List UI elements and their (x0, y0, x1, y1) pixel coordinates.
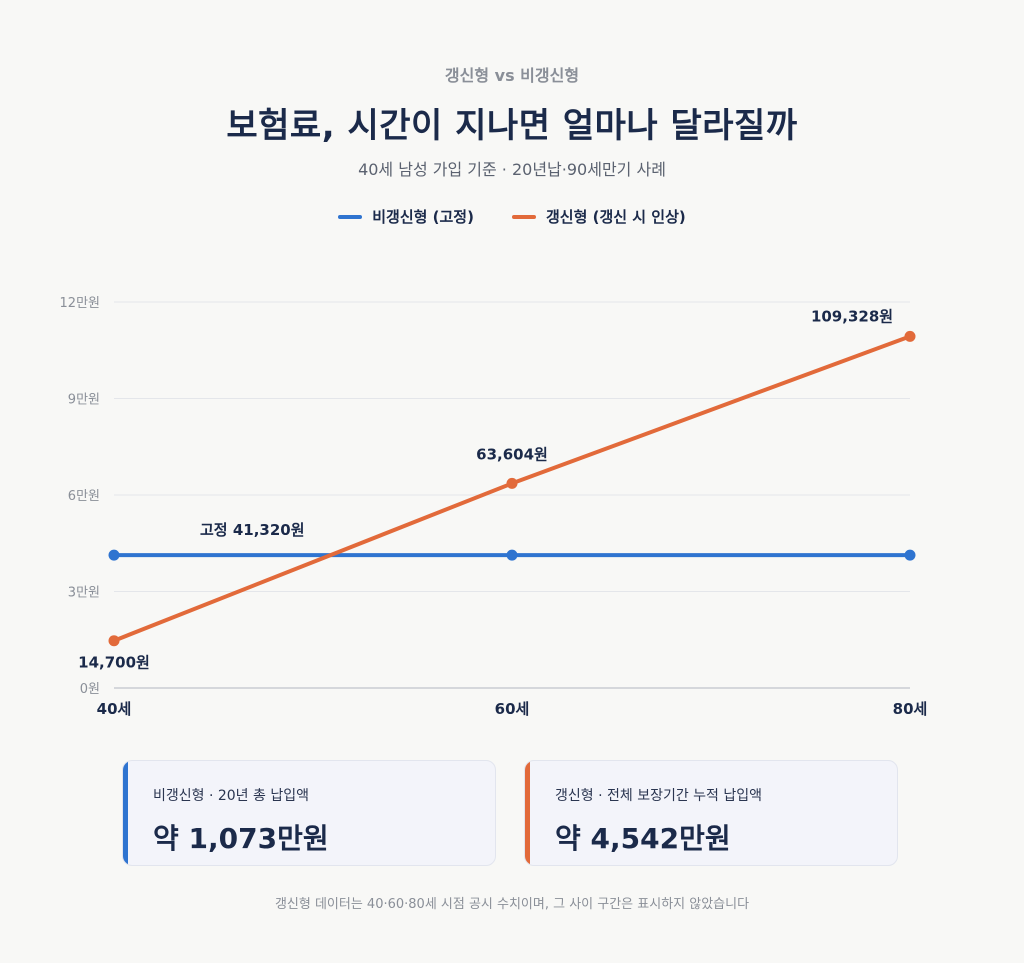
summary-card-renewal: 갱신형 · 전체 보장기간 누적 납입액 약 4,542만원 (524, 760, 898, 866)
chart-eyebrow: 갱신형 vs 비갱신형 (444, 66, 580, 85)
y-tick-label-3: 9만원 (68, 393, 100, 408)
y-tick-label-1: 3만원 (68, 586, 100, 601)
x-tick-label-1: 60세 (495, 700, 530, 718)
legend-swatch-fixed (338, 214, 363, 219)
y-tick-label-2: 6만원 (68, 489, 100, 504)
summary-card-fixed-value: 약 1,073만원 (153, 822, 329, 855)
data-point-renewal-1 (506, 477, 518, 489)
data-point-fixed-2 (904, 549, 916, 561)
x-tick-label-0: 40세 (97, 700, 132, 718)
legend-item-fixed: 비갱신형 (고정) (338, 206, 474, 227)
data-point-fixed-0 (108, 549, 120, 561)
summary-card-renewal-label: 갱신형 · 전체 보장기간 누적 납입액 (555, 788, 763, 804)
summary-card-fixed: 비갱신형 · 20년 총 납입액 약 1,073만원 (122, 760, 496, 866)
data-label-renewal-0: 14,700원 (78, 654, 150, 672)
summary-card-fixed-label: 비갱신형 · 20년 총 납입액 (153, 788, 309, 804)
line-chart: 0원 3만원 6만원 9만원 12만원 40세 60세 80세 고정 41,320원 14,700… (60, 296, 928, 718)
chart-legend: 비갱신형 (고정) 갱신형 (갱신 시 인상) (0, 206, 1024, 227)
legend-label-fixed: 비갱신형 (고정) (372, 208, 474, 226)
legend-label-renewal: 갱신형 (갱신 시 인상) (545, 208, 686, 226)
x-tick-label-2: 80세 (893, 700, 928, 718)
chart-footnote: 갱신형 데이터는 40·60·80세 시점 공시 수치이며, 그 사이 구간은 … (274, 897, 750, 912)
data-point-renewal-0 (108, 635, 120, 647)
y-tick-label-0: 0원 (80, 682, 100, 697)
data-label-fixed: 고정 41,320원 (200, 521, 305, 539)
data-label-renewal-2: 109,328원 (811, 307, 893, 325)
legend-item-renewal: 갱신형 (갱신 시 인상) (511, 206, 686, 227)
data-point-fixed-1 (506, 549, 518, 561)
chart-title: 보험료, 시간이 지나면 얼마나 달라질까 (226, 106, 798, 146)
y-tick-label-4: 12만원 (60, 296, 100, 311)
data-point-renewal-2 (904, 330, 916, 342)
chart-subtitle: 40세 남성 가입 기준 · 20년납·90세만기 사례 (358, 160, 666, 179)
summary-card-renewal-value: 약 4,542만원 (555, 822, 731, 855)
legend-swatch-renewal (511, 214, 536, 219)
data-label-renewal-1: 63,604원 (476, 445, 548, 463)
